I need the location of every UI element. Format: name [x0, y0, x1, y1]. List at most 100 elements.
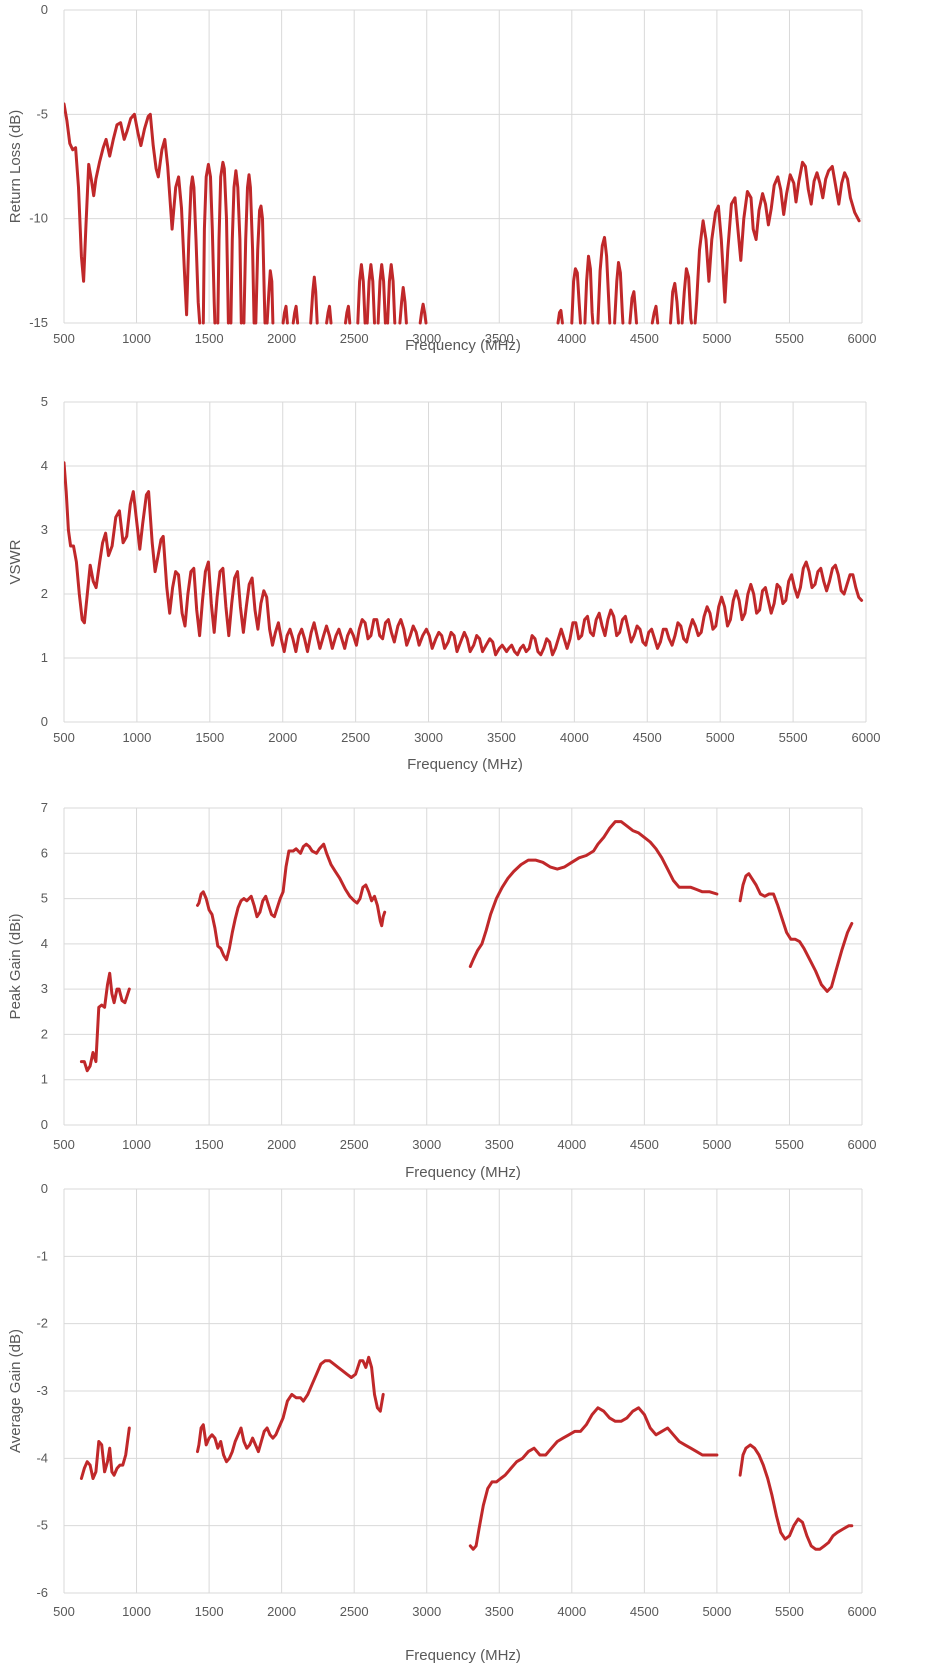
return-loss-series — [64, 102, 861, 325]
return-loss-series-segment — [583, 254, 595, 325]
average-gain-y-tick-label: -3 — [36, 1383, 48, 1398]
peak-gain-y-tick-label: 2 — [41, 1026, 48, 1041]
average-gain-x-tick-label: 1500 — [195, 1604, 224, 1619]
average-gain-y-tick-label: -6 — [36, 1585, 48, 1600]
return-loss-series-segment — [650, 304, 660, 325]
vswr-x-tick-label: 5000 — [706, 730, 735, 745]
return-loss-x-tick-label: 500 — [53, 331, 75, 346]
average-gain-x-tick-label: 4500 — [630, 1604, 659, 1619]
return-loss-series-segment — [64, 102, 202, 325]
return-loss-y-axis-title: Return Loss (dB) — [7, 110, 24, 223]
return-loss-gridlines — [63, 9, 863, 324]
peak-gain-x-tick-label: 500 — [53, 1137, 75, 1152]
return-loss-x-tick-label: 3000 — [412, 331, 441, 346]
peak-gain-tick-labels: 0 1 2 3 4 5 6 7 500 1000 1500 2000 2500 3000 3500 4000 4… — [41, 800, 877, 1152]
return-loss-tick-labels: -15 -10 -5 0 500 1000 1500 2000 2500 3000 3500 4000… — [29, 2, 876, 346]
average-gain-y-tick-label: -5 — [36, 1518, 48, 1533]
return-loss-series-segment — [229, 169, 243, 325]
average-gain-gridlines — [63, 1188, 863, 1594]
peak-gain-y-tick-label: 0 — [41, 1117, 48, 1132]
vswr-y-tick-label: 0 — [41, 714, 48, 729]
average-gain-y-tick-label: -2 — [36, 1316, 48, 1331]
vswr-series — [64, 461, 864, 657]
return-loss-series-segment — [201, 162, 217, 325]
return-loss-series-segment — [265, 269, 275, 325]
average-gain-x-tick-label: 5000 — [702, 1604, 731, 1619]
vswr-y-tick-label: 3 — [41, 522, 48, 537]
average-gain-series-segment — [196, 1355, 385, 1464]
peak-gain-gridlines — [63, 807, 863, 1126]
return-loss-series-segment — [365, 263, 376, 325]
peak-gain-y-tick-label: 5 — [41, 891, 48, 906]
peak-gain-x-tick-label: 4000 — [557, 1137, 586, 1152]
average-gain-x-tick-label: 3500 — [485, 1604, 514, 1619]
return-loss-x-tick-label: 4500 — [630, 331, 659, 346]
vswr-x-tick-label: 1000 — [122, 730, 151, 745]
return-loss-x-tick-label: 5500 — [775, 331, 804, 346]
peak-gain-x-tick-label: 1000 — [122, 1137, 151, 1152]
average-gain-y-tick-label: 0 — [41, 1181, 48, 1196]
return-loss-y-tick-label: -10 — [29, 211, 48, 226]
return-loss-series-segment — [398, 286, 408, 325]
peak-gain-chart: 0 1 2 3 4 5 6 7 500 1000 1500 2000 2500 3000 3500 4000 4… — [7, 800, 876, 1181]
average-gain-x-tick-label: 6000 — [848, 1604, 877, 1619]
vswr-gridlines — [63, 401, 867, 723]
vswr-x-tick-label: 2500 — [341, 730, 370, 745]
return-loss-series-segment — [344, 304, 352, 325]
return-loss-series-segment — [386, 263, 397, 325]
return-loss-x-tick-label: 3500 — [485, 331, 514, 346]
vswr-x-tick-label: 1500 — [195, 730, 224, 745]
average-gain-series-segment — [468, 1406, 719, 1551]
return-loss-series-segment — [570, 267, 582, 325]
average-gain-y-axis-title: Average Gain (dB) — [7, 1329, 24, 1453]
average-gain-y-tick-label: -4 — [36, 1450, 48, 1465]
vswr-x-tick-label: 2000 — [268, 730, 297, 745]
return-loss-series-segment — [376, 263, 387, 325]
return-loss-y-tick-label: -5 — [36, 106, 48, 121]
return-loss-x-tick-label: 1000 — [122, 331, 151, 346]
vswr-y-tick-label: 5 — [41, 394, 48, 409]
peak-gain-series-segment — [79, 971, 131, 1073]
vswr-x-tick-label: 4500 — [633, 730, 662, 745]
peak-gain-series-segment — [738, 872, 854, 993]
return-loss-series-segment — [613, 261, 625, 325]
vswr-x-tick-label: 3000 — [414, 730, 443, 745]
peak-gain-x-tick-label: 2500 — [340, 1137, 369, 1152]
return-loss-series-segment — [418, 302, 428, 325]
vswr-y-tick-label: 4 — [41, 458, 48, 473]
vswr-x-axis-title: Frequency (MHz) — [407, 756, 523, 773]
return-loss-series-segment — [556, 309, 564, 325]
vswr-y-tick-label: 2 — [41, 586, 48, 601]
vswr-x-tick-label: 5500 — [779, 730, 808, 745]
peak-gain-y-tick-label: 1 — [41, 1072, 48, 1087]
return-loss-series-segment — [216, 160, 230, 325]
peak-gain-y-tick-label: 6 — [41, 845, 48, 860]
average-gain-tick-labels: -6 -5 -4 -3 -2 -1 0 500 1000 1500 2000 2500 3000 3500… — [36, 1181, 876, 1619]
return-loss-y-tick-label: 0 — [41, 2, 48, 17]
average-gain-x-tick-label: 500 — [53, 1604, 75, 1619]
peak-gain-x-tick-label: 5500 — [775, 1137, 804, 1152]
peak-gain-x-tick-label: 6000 — [848, 1137, 877, 1152]
peak-gain-y-tick-label: 3 — [41, 981, 48, 996]
peak-gain-y-tick-label: 7 — [41, 800, 48, 815]
peak-gain-x-tick-label: 3000 — [412, 1137, 441, 1152]
peak-gain-x-axis-title: Frequency (MHz) — [405, 1164, 521, 1181]
peak-gain-series — [79, 820, 854, 1073]
average-gain-x-tick-label: 2000 — [267, 1604, 296, 1619]
peak-gain-series-segment — [468, 820, 719, 968]
average-gain-x-axis-title: Frequency (MHz) — [405, 1647, 521, 1664]
vswr-y-tick-label: 1 — [41, 650, 48, 665]
return-loss-x-axis-title: Frequency (MHz) — [405, 337, 521, 354]
peak-gain-x-tick-label: 5000 — [702, 1137, 731, 1152]
return-loss-series-segment — [680, 267, 693, 325]
vswr-y-axis-title: VSWR — [7, 539, 24, 584]
return-loss-series-segment — [325, 304, 333, 325]
return-loss-series-segment — [242, 173, 256, 325]
vswr-x-tick-label: 3500 — [487, 730, 516, 745]
return-loss-series-segment — [254, 204, 267, 325]
return-loss-x-tick-label: 2000 — [267, 331, 296, 346]
average-gain-x-tick-label: 1000 — [122, 1604, 151, 1619]
